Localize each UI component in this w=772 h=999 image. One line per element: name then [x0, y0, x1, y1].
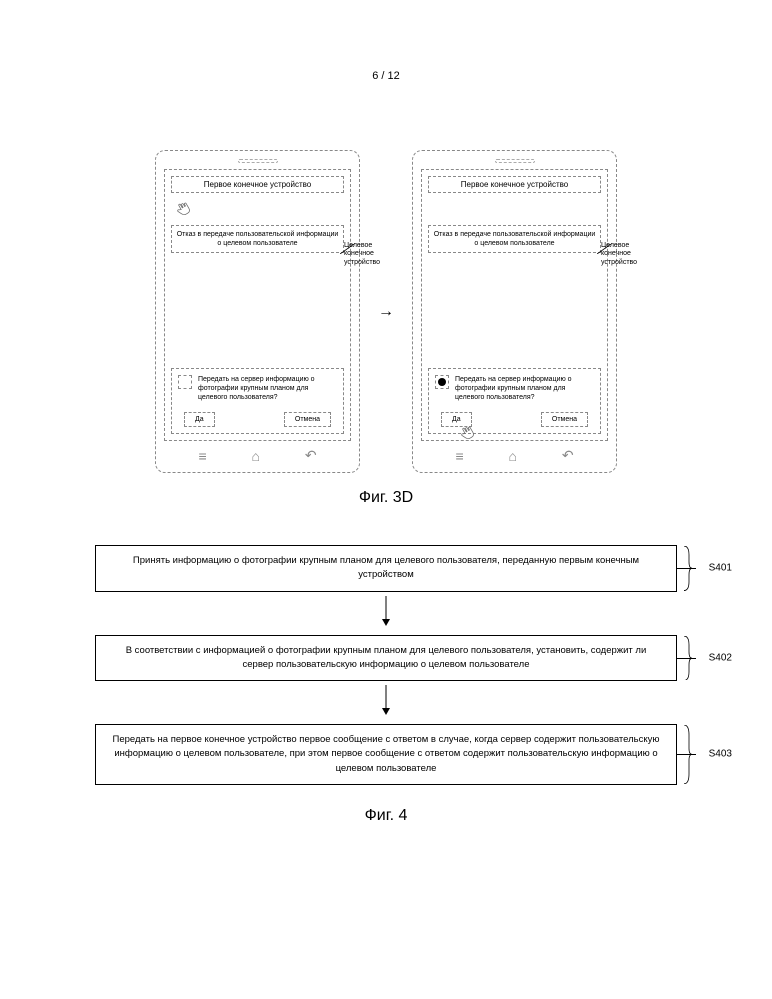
flow-step-3-text: Передать на первое конечное устройство п…: [113, 734, 660, 774]
cancel-button[interactable]: Отмена: [541, 412, 588, 427]
checkbox-unchecked[interactable]: [178, 375, 192, 389]
device-title: Первое конечное устройство: [171, 176, 344, 193]
arrow-icon: →: [378, 303, 394, 321]
back-icon[interactable]: ↶: [305, 447, 317, 464]
question-box: Передать на сервер информацию о фотограф…: [428, 368, 601, 434]
flow-arrow: [95, 596, 677, 631]
cancel-button[interactable]: Отмена: [284, 412, 331, 427]
flow-step-1-text: Принять информацию о фотографии крупным …: [133, 555, 639, 580]
question-row: Передать на сервер информацию о фотограф…: [435, 375, 594, 402]
device-title: Первое конечное устройство: [428, 176, 601, 193]
yes-button[interactable]: Да: [184, 412, 215, 427]
figure-4-label: Фиг. 4: [95, 807, 677, 825]
question-box: Передать на сервер информацию о фотограф…: [171, 368, 344, 434]
home-icon[interactable]: ⌂: [251, 448, 259, 464]
button-row: Да Отмена: [178, 412, 337, 427]
hand-icon: [169, 194, 199, 224]
step-connector: [676, 754, 696, 755]
flow-step-1: Принять информацию о фотографии крупным …: [95, 545, 677, 592]
phone-speaker: [238, 159, 278, 163]
flow-step-3: Передать на первое конечное устройство п…: [95, 724, 677, 785]
step-label-3: S403: [709, 747, 732, 762]
checkbox-checked[interactable]: [435, 375, 449, 389]
step-connector: [676, 568, 696, 569]
question-text: Передать на сервер информацию о фотограф…: [198, 375, 337, 402]
figure-4: Принять информацию о фотографии крупным …: [95, 545, 677, 825]
phone-left: Первое конечное устройство Отказ в перед…: [155, 150, 360, 473]
flow-step-2: В соответствии с информацией о фотографи…: [95, 635, 677, 682]
nav-bar: ≡ ⌂ ↶: [164, 441, 351, 464]
phone-screen: Первое конечное устройство Отказ в перед…: [421, 169, 608, 441]
phones-row: Первое конечное устройство Отказ в перед…: [130, 150, 642, 473]
question-row: Передать на сервер информацию о фотограф…: [178, 375, 337, 402]
home-icon[interactable]: ⌂: [508, 448, 516, 464]
phone-screen: Первое конечное устройство Отказ в перед…: [164, 169, 351, 441]
back-icon[interactable]: ↶: [562, 447, 574, 464]
callout-line: [597, 244, 611, 254]
nav-bar: ≡ ⌂ ↶: [421, 441, 608, 464]
menu-icon[interactable]: ≡: [455, 448, 463, 464]
message-box: Отказ в передаче пользовательской информ…: [428, 225, 601, 253]
figure-3d: Первое конечное устройство Отказ в перед…: [130, 150, 642, 507]
flow-arrow: [95, 685, 677, 720]
step-label-1: S401: [709, 561, 732, 576]
menu-icon[interactable]: ≡: [198, 448, 206, 464]
phone-speaker: [495, 159, 535, 163]
step-label-2: S402: [709, 650, 732, 665]
figure-3d-label: Фиг. 3D: [130, 489, 642, 507]
page-number: 6 / 12: [0, 70, 772, 82]
callout-line: [340, 244, 354, 254]
question-text: Передать на сервер информацию о фотограф…: [455, 375, 594, 402]
message-box: Отказ в передаче пользовательской информ…: [171, 225, 344, 253]
phone-right: Первое конечное устройство Отказ в перед…: [412, 150, 617, 473]
step-connector: [676, 658, 696, 659]
flow-step-2-text: В соответствии с информацией о фотографи…: [126, 645, 647, 670]
button-row: Да Отмена: [435, 412, 594, 427]
